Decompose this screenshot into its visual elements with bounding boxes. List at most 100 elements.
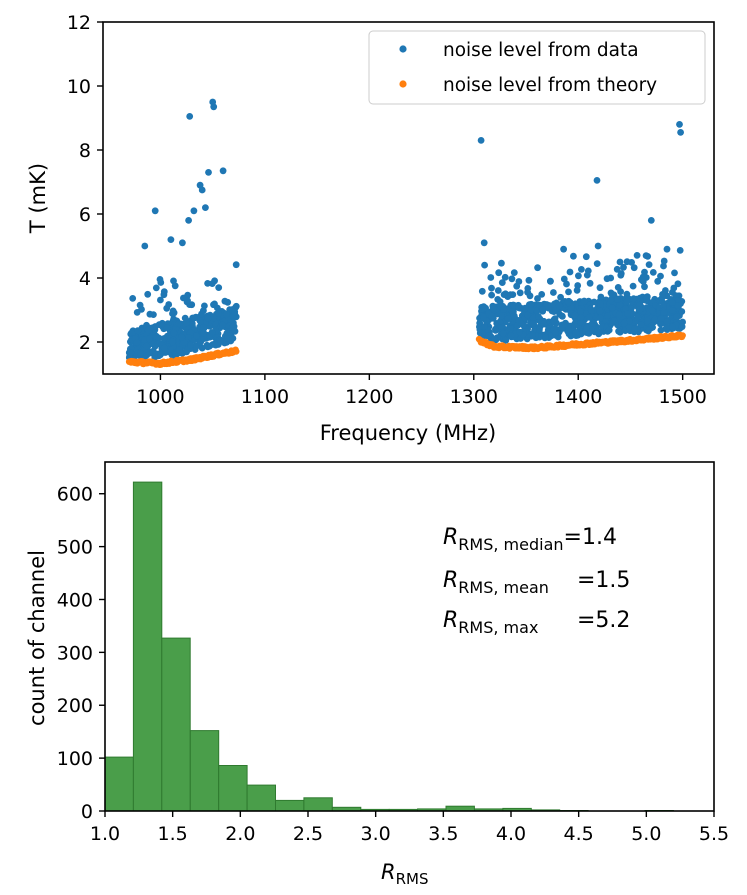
data-point <box>616 301 624 309</box>
histogram-x-axis-label: RRMS <box>381 860 428 888</box>
data-point <box>487 274 495 281</box>
data-point <box>222 310 230 318</box>
x-tick-label: 5.5 <box>699 823 729 845</box>
x-tick-label: 4.5 <box>564 823 594 845</box>
data-point <box>489 305 497 312</box>
data-point <box>663 324 671 331</box>
data-point-outlier <box>186 113 194 120</box>
data-point <box>633 252 641 259</box>
data-point <box>134 327 142 335</box>
histogram-bar <box>218 765 248 812</box>
data-point <box>193 332 200 340</box>
histogram-bar <box>275 799 305 812</box>
data-point <box>481 261 488 269</box>
data-point <box>191 314 199 322</box>
data-point <box>163 324 171 331</box>
theory-point <box>233 348 240 355</box>
histogram-y-axis-label: count of channel <box>25 550 49 726</box>
data-point-outlier <box>141 242 149 250</box>
data-point <box>152 333 160 340</box>
data-point <box>657 320 664 328</box>
data-point <box>678 308 686 315</box>
y-tick-label: 10 <box>67 76 91 98</box>
data-point <box>129 295 137 302</box>
data-point <box>515 303 522 311</box>
data-point <box>231 308 239 316</box>
scatter-y-ticks: 2 4 6 8 10 12 <box>67 12 103 354</box>
data-point <box>609 304 616 311</box>
data-point <box>629 282 637 290</box>
data-point <box>644 327 652 335</box>
data-point <box>630 264 638 272</box>
data-point <box>498 312 505 320</box>
data-point <box>585 329 593 337</box>
data-point <box>200 334 208 342</box>
data-point <box>648 307 656 315</box>
y-tick-label: 400 <box>57 589 93 611</box>
data-point <box>495 269 503 277</box>
data-point <box>575 272 582 280</box>
data-point <box>501 273 509 281</box>
data-point <box>643 317 651 325</box>
data-point-outlier <box>647 217 655 224</box>
data-point <box>542 333 550 341</box>
data-point <box>614 296 621 303</box>
data-point <box>555 302 563 310</box>
histogram-bar <box>132 481 163 812</box>
data-point <box>215 309 223 317</box>
data-point <box>634 313 641 321</box>
data-point <box>491 335 498 343</box>
data-point-outlier <box>202 204 209 212</box>
data-point <box>152 284 160 292</box>
data-point <box>596 307 604 315</box>
legend-label-data: noise level from data <box>443 40 639 61</box>
data-point <box>169 307 177 315</box>
data-point <box>205 332 213 339</box>
data-point <box>187 341 194 349</box>
scatter-y-axis-label: T (mK) <box>26 163 50 234</box>
data-point <box>605 326 613 334</box>
y-tick-label: 200 <box>57 695 93 717</box>
data-point <box>204 314 212 322</box>
data-point <box>525 276 533 284</box>
histogram-bar <box>189 730 220 812</box>
data-point <box>524 288 531 296</box>
data-point <box>529 314 537 322</box>
data-point <box>232 261 240 269</box>
x-tick-label: 3.0 <box>361 823 391 845</box>
data-point <box>578 266 585 273</box>
data-point <box>492 327 499 334</box>
data-point <box>630 295 638 303</box>
data-point <box>536 326 543 334</box>
histogram-y-ticks: 0 100 200 300 400 500 600 <box>57 484 105 823</box>
data-point-outlier <box>676 121 683 128</box>
data-point <box>513 282 521 290</box>
x-tick-label: 4.0 <box>496 823 526 845</box>
data-point <box>488 284 495 292</box>
data-point <box>221 297 229 305</box>
scatter-x-ticks: 1000 1100 1200 1300 1400 1500 <box>136 374 707 408</box>
data-point <box>626 318 633 325</box>
data-point <box>625 323 633 331</box>
data-point <box>620 263 627 271</box>
data-point <box>504 315 512 323</box>
scatter-legend: noise level from data noise level from t… <box>368 30 706 105</box>
data-point <box>603 275 611 283</box>
y-tick-label: 600 <box>57 484 93 506</box>
data-point-outlier <box>219 167 227 175</box>
data-point <box>676 247 684 254</box>
data-point <box>561 320 569 328</box>
y-tick-label: 6 <box>79 204 91 226</box>
x-tick-label: 1200 <box>345 386 393 408</box>
scatter-axes-frame <box>102 21 715 375</box>
annotation-median: RRMS, median=1.4 <box>443 525 617 554</box>
data-point <box>151 323 159 330</box>
data-point <box>624 310 631 317</box>
legend-marker-theory <box>399 80 407 88</box>
data-point <box>615 311 623 319</box>
y-tick-label: 2 <box>79 332 91 354</box>
data-point <box>510 312 518 320</box>
data-point <box>678 323 686 331</box>
data-point <box>572 329 580 337</box>
